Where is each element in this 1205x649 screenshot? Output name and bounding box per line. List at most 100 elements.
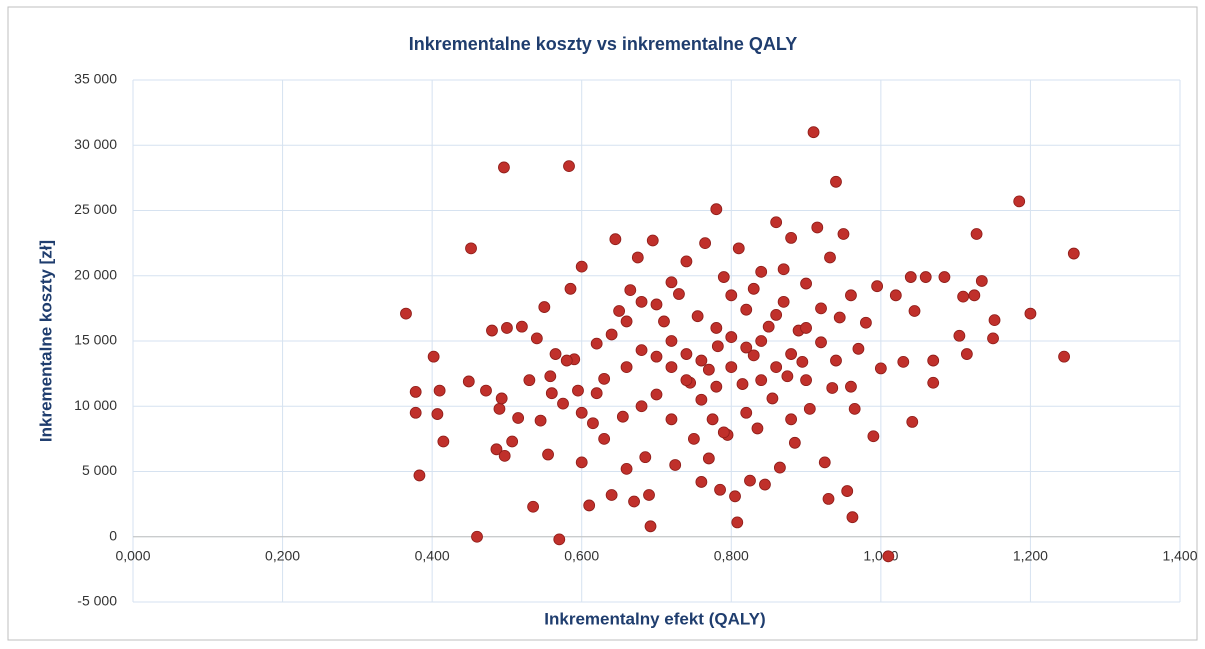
point (860, 316, 872, 329)
x-tick-label: 0,600 (564, 547, 599, 563)
point (400, 307, 412, 320)
point (800, 322, 812, 334)
point (409, 385, 422, 398)
point (695, 354, 708, 367)
point (953, 329, 966, 342)
point (770, 361, 783, 374)
point (770, 308, 783, 321)
point (846, 511, 859, 524)
point (938, 271, 951, 283)
point (695, 393, 708, 406)
point (575, 406, 588, 419)
point (542, 448, 554, 461)
point (498, 449, 511, 462)
point (837, 228, 850, 240)
point (515, 320, 528, 333)
point (867, 430, 880, 443)
chart-title: Inkrementalne koszty vs inkrementalne QA… (409, 34, 798, 54)
point (609, 233, 622, 246)
point (770, 216, 783, 229)
point (590, 337, 603, 350)
point (818, 456, 831, 469)
point (747, 282, 760, 295)
point (766, 392, 779, 405)
point (498, 161, 510, 174)
point (927, 376, 940, 389)
point (669, 459, 682, 471)
point (433, 384, 446, 397)
point (462, 375, 475, 388)
point (413, 469, 426, 482)
point (583, 499, 596, 512)
point (523, 374, 536, 387)
point (702, 363, 715, 376)
y-tick-label: 15 000 (74, 332, 117, 348)
point (889, 289, 902, 302)
point (665, 276, 678, 289)
point (747, 349, 760, 362)
x-tick-label: 0,400 (415, 547, 450, 563)
point (501, 322, 513, 334)
point (431, 408, 444, 420)
point (687, 432, 700, 445)
x-tick-label: 0,200 (265, 547, 300, 563)
point (777, 295, 790, 308)
point (564, 282, 577, 295)
point (830, 354, 842, 367)
point (800, 374, 812, 387)
point (538, 301, 551, 313)
point (714, 483, 726, 496)
point (845, 380, 857, 393)
point (755, 265, 768, 278)
point (545, 387, 558, 400)
point (553, 533, 566, 546)
point (710, 380, 723, 393)
point (717, 271, 730, 283)
point (650, 298, 663, 311)
point (773, 461, 786, 474)
point (680, 348, 693, 360)
point (960, 348, 973, 360)
point (644, 520, 657, 533)
point (527, 500, 540, 513)
point (906, 416, 919, 428)
point (811, 221, 824, 234)
point (824, 251, 836, 264)
point (493, 402, 506, 415)
point (762, 320, 775, 333)
point (988, 314, 1001, 327)
point (841, 485, 854, 497)
point (785, 232, 798, 244)
point (833, 311, 846, 324)
point (740, 303, 753, 316)
point (908, 305, 921, 317)
point (744, 474, 756, 487)
point (759, 478, 771, 491)
point (815, 336, 827, 349)
point (740, 406, 753, 419)
point (725, 289, 738, 302)
point (695, 476, 708, 488)
point (729, 490, 741, 503)
point (815, 302, 827, 315)
point (785, 413, 798, 426)
point (673, 288, 685, 300)
point (530, 332, 543, 345)
point (848, 402, 861, 415)
point (575, 456, 588, 469)
point (437, 435, 450, 448)
point (731, 516, 744, 529)
y-tick-label: 10 000 (74, 397, 117, 413)
point (665, 413, 678, 426)
point (512, 412, 525, 424)
y-tick-label: 20 000 (74, 266, 117, 282)
point (665, 361, 678, 374)
y-tick-label: 25 000 (74, 201, 117, 217)
point (732, 242, 745, 255)
point (427, 350, 440, 363)
point (736, 378, 749, 390)
point (643, 489, 655, 501)
x-tick-label: 1,400 (1162, 547, 1197, 563)
point (1058, 350, 1070, 363)
point (725, 361, 738, 374)
